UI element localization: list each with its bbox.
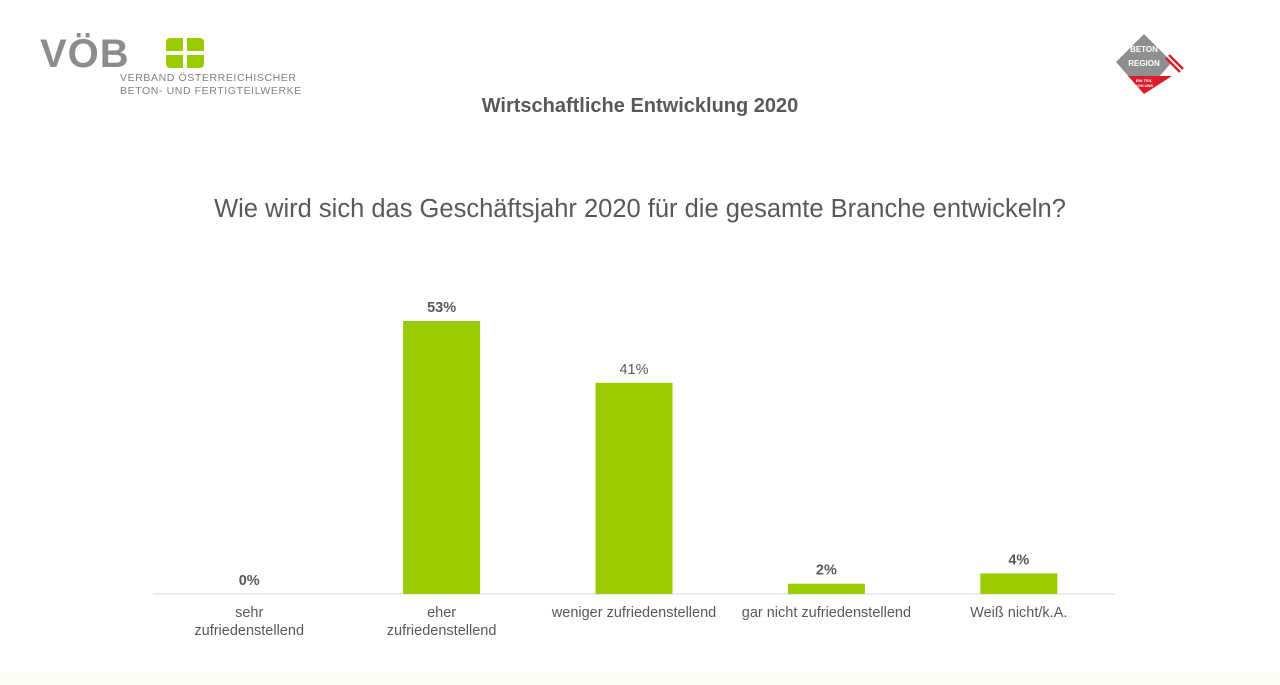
data-label-4: 2% [816,563,837,579]
beton-logo-line3: EIN TEIL [1136,78,1153,83]
category-label-4: gar nicht zufriedenstellend [742,605,911,621]
beton-logo-line2: REGION [1128,59,1160,68]
bar-4 [787,583,865,594]
data-label-1: 0% [239,573,260,589]
bottom-strip [0,672,1280,685]
bar-2 [403,321,481,594]
bar-3 [595,382,673,594]
voeb-logo: VÖB VERBAND ÖSTERREICHISCHER BETON- UND … [38,32,301,98]
voeb-logo-subtitle-1: VERBAND ÖSTERREICHISCHER [120,72,297,84]
data-label-3: 41% [619,362,648,378]
voeb-logo-subtitle-2: BETON- UND FERTIGTEILWERKE [120,85,302,97]
category-label-2: eher zufriedenstellend [387,605,497,639]
data-label-2: 53% [427,300,456,316]
beton-logo-line1: BETON [1130,45,1158,54]
voeb-cross-icon [166,38,204,68]
category-label-1: sehr zufriedenstellend [194,605,304,639]
bar-5 [980,573,1058,594]
beton-region-logo: BETON REGION EIN TEIL VON UNS [1116,34,1184,94]
beton-logo-line4: VON UNS [1135,83,1154,88]
category-label-3: weniger zufriedenstellend [551,605,716,621]
data-label-5: 4% [1008,552,1029,568]
category-label-5: Weiß nicht/k.A. [970,605,1067,621]
slide-title: Wirtschaftliche Entwicklung 2020 [481,95,799,117]
chart-question: Wie wird sich das Geschäftsjahr 2020 für… [214,195,1066,223]
voeb-logo-letters: VÖB [40,32,130,76]
